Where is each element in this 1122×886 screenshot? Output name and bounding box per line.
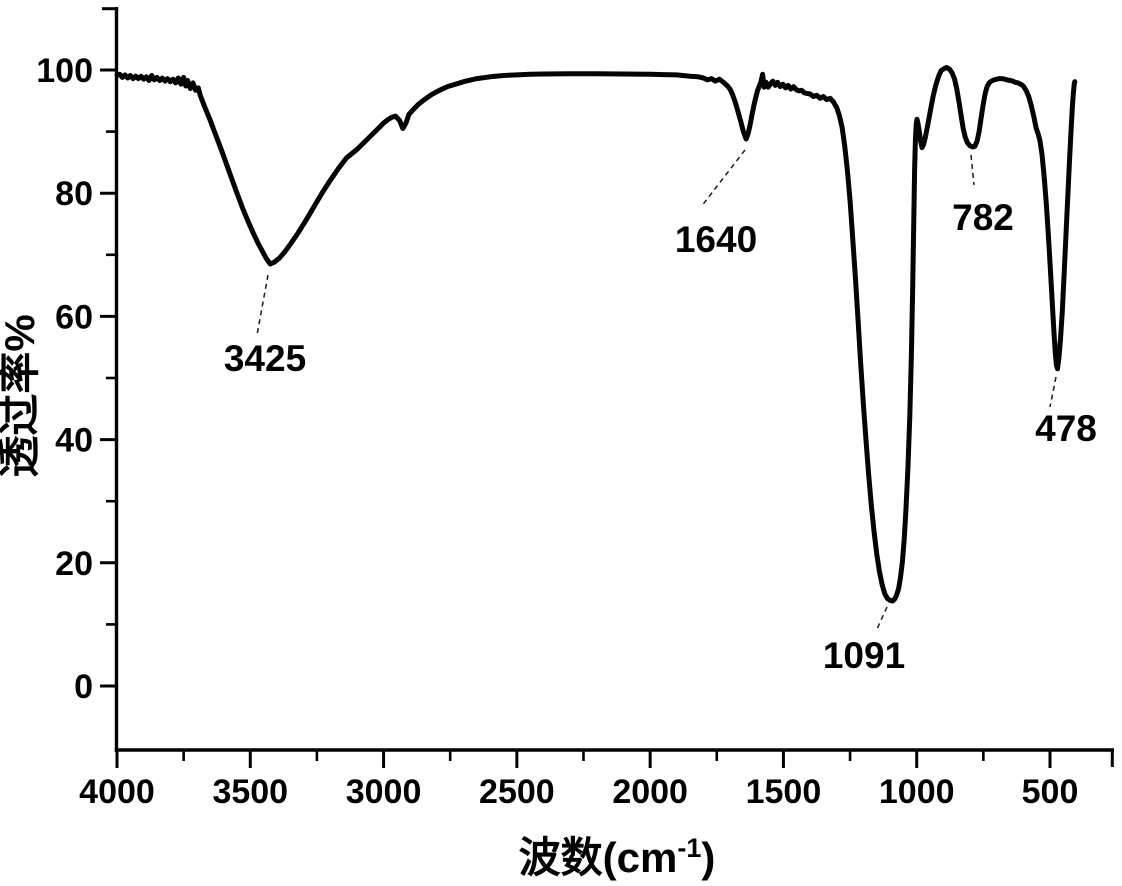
x-tick-label-1000: 1000 bbox=[879, 773, 955, 811]
y-axis-title: 透过率% bbox=[0, 314, 43, 477]
peak-label-478: 478 bbox=[1035, 408, 1097, 449]
spectrum-curve-group bbox=[114, 65, 1078, 604]
x-axis-title-main: 波数(cm bbox=[519, 834, 678, 881]
peak-leader-478 bbox=[1049, 376, 1057, 408]
peak-leader-3425 bbox=[256, 274, 269, 336]
y-tick-label-80: 80 bbox=[55, 175, 93, 213]
peak-annotations: 3425 1640 1091 782 478 bbox=[224, 149, 1097, 676]
y-tick-label-0: 0 bbox=[74, 668, 93, 706]
peak-leader-782 bbox=[970, 154, 975, 186]
x-tick-label-4000: 4000 bbox=[79, 773, 155, 811]
y-tick-label-40: 40 bbox=[55, 422, 93, 460]
x-axis-title-close: ) bbox=[701, 834, 715, 881]
peak-label-1640: 1640 bbox=[675, 219, 757, 260]
peak-leader-1640 bbox=[700, 149, 746, 208]
y-axis-ticks: 100 80 60 40 20 0 bbox=[36, 52, 117, 706]
peak-label-3425: 3425 bbox=[224, 338, 306, 379]
x-axis-title-superscript: -1 bbox=[677, 833, 701, 863]
x-tick-label-2000: 2000 bbox=[612, 773, 688, 811]
y-tick-label-20: 20 bbox=[55, 545, 93, 583]
peak-leader-1091 bbox=[876, 606, 888, 630]
peak-label-1091: 1091 bbox=[823, 635, 905, 676]
x-tick-label-500: 500 bbox=[1022, 773, 1079, 811]
peak-label-782: 782 bbox=[952, 197, 1014, 238]
y-tick-label-60: 60 bbox=[55, 298, 93, 336]
x-tick-label-3500: 3500 bbox=[212, 773, 288, 811]
x-axis-title: 波数(cm-1) bbox=[519, 833, 716, 881]
x-tick-label-3000: 3000 bbox=[346, 773, 422, 811]
x-tick-label-1500: 1500 bbox=[746, 773, 822, 811]
x-tick-label-2500: 2500 bbox=[479, 773, 555, 811]
spectrum-curve bbox=[114, 65, 1078, 604]
y-tick-label-100: 100 bbox=[36, 52, 93, 90]
x-axis-ticks: 4000 3500 3000 2500 2000 1500 1000 500 bbox=[79, 750, 1078, 811]
